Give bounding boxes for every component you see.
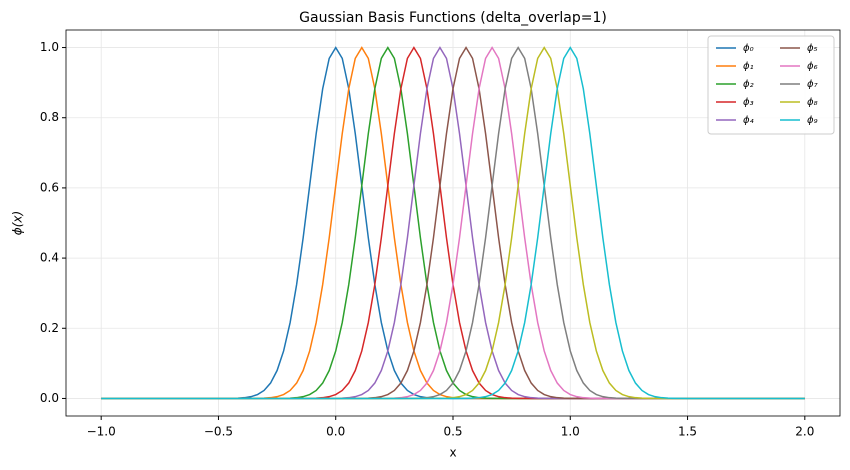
- x-tick-label: −0.5: [204, 425, 233, 439]
- legend-label: ϕ₀: [743, 43, 754, 54]
- legend: ϕ₀ ϕ₁ ϕ₂ ϕ₃ ϕ₄ ϕ₅ ϕ₆ ϕ₇ ϕ₈ ϕ₉: [707, 35, 835, 135]
- legend-label: ϕ₈: [807, 97, 818, 108]
- x-axis-label: x: [449, 446, 456, 460]
- legend-label: ϕ₄: [743, 115, 754, 126]
- chart-title: Gaussian Basis Functions (delta_overlap=…: [299, 10, 607, 26]
- y-axis-label: ϕ(x): [11, 211, 25, 235]
- legend-label: ϕ₇: [807, 79, 818, 90]
- legend-label: ϕ₆: [807, 61, 818, 72]
- series-line: [101, 46, 805, 400]
- y-tick-label: 0.8: [40, 110, 59, 124]
- y-tick-label: 0.0: [40, 391, 59, 405]
- legend-label: ϕ₃: [743, 97, 754, 108]
- x-tick-label: 0.5: [443, 425, 462, 439]
- legend-label: ϕ₂: [743, 79, 754, 90]
- x-tick-label: 0.0: [326, 425, 345, 439]
- legend-label: ϕ₁: [743, 61, 754, 72]
- legend-label: ϕ₉: [807, 115, 818, 126]
- x-tick-label: 2.0: [795, 425, 814, 439]
- legend-box: [707, 35, 835, 135]
- x-tick-label: 1.5: [678, 425, 697, 439]
- x-tick-label: −1.0: [87, 425, 116, 439]
- y-tick-label: 1.0: [40, 40, 59, 54]
- plot-frame: [65, 29, 841, 417]
- legend-label: ϕ₅: [807, 43, 818, 54]
- y-tick-label: 0.4: [40, 251, 59, 265]
- y-tick-label: 0.2: [40, 321, 59, 335]
- x-tick-label: 1.0: [561, 425, 580, 439]
- y-tick-label: 0.6: [40, 180, 59, 194]
